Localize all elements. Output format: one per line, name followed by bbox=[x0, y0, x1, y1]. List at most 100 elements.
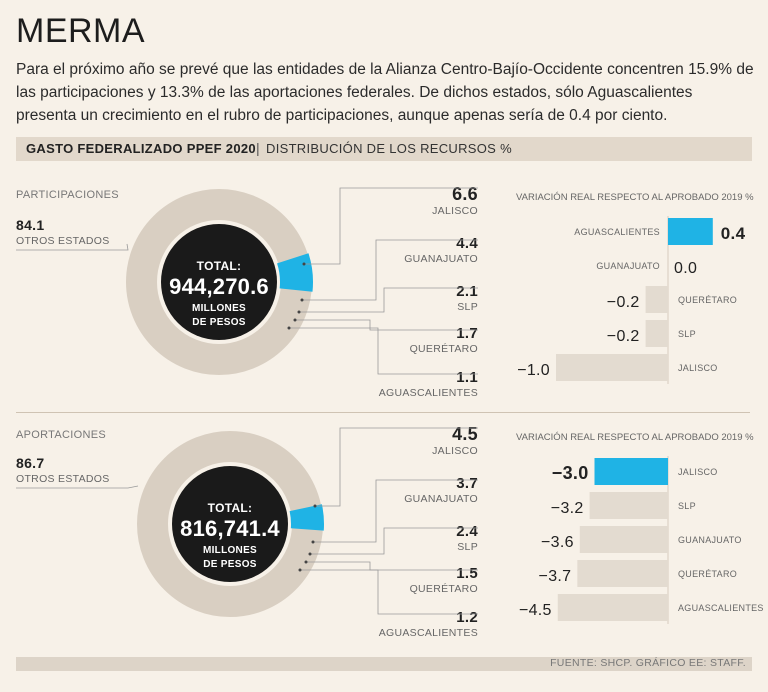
participaciones-slice-value-slp: 2.1 bbox=[456, 283, 478, 300]
aportaciones-leader-quertaro bbox=[306, 561, 478, 571]
aportaciones-bar-slp bbox=[589, 492, 668, 519]
aportaciones-leader-dot-quertaro bbox=[304, 560, 308, 564]
participaciones-total-label: TOTAL: bbox=[197, 259, 242, 273]
aportaciones-others-label: OTROS ESTADOS bbox=[16, 473, 110, 485]
participaciones-leader-quertaro bbox=[295, 319, 478, 331]
aportaciones-slice-value-jalisco: 4.5 bbox=[452, 424, 478, 444]
participaciones-slice-label-guanajuato: GUANAJUATO bbox=[404, 253, 478, 265]
participaciones-bar-jalisco bbox=[556, 354, 668, 381]
aportaciones-bar-aguascalientes bbox=[557, 594, 668, 621]
participaciones-center-circle bbox=[161, 224, 277, 340]
participaciones-leader-dot-jalisco bbox=[302, 262, 306, 266]
aportaciones-section-label: APORTACIONES bbox=[16, 429, 106, 441]
aportaciones-slice-value-guanajuato: 3.7 bbox=[456, 475, 478, 492]
aportaciones-leader-slp bbox=[310, 527, 478, 555]
aportaciones-bar-category-aguascalientes: AGUASCALIENTES bbox=[678, 603, 764, 613]
participaciones-slice-label-jalisco: JALISCO bbox=[432, 205, 478, 217]
participaciones-bars-title: VARIACIÓN REAL RESPECTO AL APROBADO 2019… bbox=[516, 192, 754, 203]
aportaciones-bar-value-slp: −3.2 bbox=[551, 500, 584, 517]
aportaciones-leader-dot-aguascalientes bbox=[298, 568, 302, 572]
participaciones-others-label: OTROS ESTADOS bbox=[16, 235, 110, 247]
aportaciones-leader-dot-jalisco bbox=[313, 504, 317, 508]
participaciones-leader-aguascalientes bbox=[289, 327, 478, 375]
aportaciones-total-label: TOTAL: bbox=[208, 501, 253, 515]
participaciones-others-value: 84.1 bbox=[16, 217, 44, 233]
participaciones-leader-slp bbox=[299, 287, 478, 313]
aportaciones-slice-label-jalisco: JALISCO bbox=[432, 445, 478, 457]
aportaciones-total-units-1: MILLONES bbox=[203, 545, 257, 556]
aportaciones-slice-label-aguascalientes: AGUASCALIENTES bbox=[379, 627, 478, 639]
header-main: GASTO FEDERALIZADO PPEF 2020 bbox=[26, 141, 256, 156]
footer-source: FUENTE: SHCP. GRÁFICO EE: STAFF. bbox=[550, 657, 746, 669]
participaciones-slice-value-guanajuato: 4.4 bbox=[456, 235, 478, 252]
participaciones-bar-slp bbox=[645, 320, 668, 347]
intro-paragraph: Para el próximo año se prevé que las ent… bbox=[16, 61, 754, 124]
aportaciones-others-leader bbox=[16, 485, 139, 489]
aportaciones-total-value: 816,741.4 bbox=[180, 516, 280, 541]
participaciones-bar-value-guanajuato: 0.0 bbox=[674, 260, 697, 277]
aportaciones-center-circle bbox=[172, 466, 288, 582]
participaciones-total-value: 944,270.6 bbox=[169, 274, 269, 299]
participaciones-slice-value-quertaro: 1.7 bbox=[456, 325, 478, 342]
aportaciones-leader-aguascalientes bbox=[300, 569, 478, 615]
aportaciones-leader-guanajuato bbox=[313, 479, 478, 543]
participaciones-bar-quertaro bbox=[645, 286, 668, 313]
aportaciones-total-units-2: DE PESOS bbox=[203, 559, 257, 570]
aportaciones-leader-dot-guanajuato bbox=[311, 540, 315, 544]
participaciones-leader-guanajuato bbox=[302, 239, 478, 301]
page-title: MERMA bbox=[16, 12, 146, 50]
aportaciones-slice-value-aguascalientes: 1.2 bbox=[456, 609, 478, 626]
participaciones-bar-category-jalisco: JALISCO bbox=[678, 363, 718, 373]
aportaciones-others-value: 86.7 bbox=[16, 455, 44, 471]
aportaciones-bar-value-jalisco: −3.0 bbox=[552, 463, 589, 483]
participaciones-leader-dot-aguascalientes bbox=[287, 326, 291, 330]
aportaciones-bar-quertaro bbox=[577, 560, 668, 587]
participaciones-slice-value-aguascalientes: 1.1 bbox=[456, 369, 478, 386]
participaciones-slice-label-aguascalientes: AGUASCALIENTES bbox=[379, 387, 478, 399]
participaciones-bar-category-aguascalientes: AGUASCALIENTES bbox=[574, 227, 660, 237]
participaciones-bar-value-aguascalientes: 0.4 bbox=[721, 224, 746, 243]
aportaciones-bars-title: VARIACIÓN REAL RESPECTO AL APROBADO 2019… bbox=[516, 432, 754, 443]
aportaciones-slice-label-slp: SLP bbox=[457, 541, 478, 553]
participaciones-others-leader bbox=[16, 243, 129, 251]
participaciones-slice-label-quertaro: QUERÉTARO bbox=[410, 342, 478, 355]
participaciones-bar-aguascalientes bbox=[668, 218, 713, 245]
aportaciones-leader-jalisco bbox=[315, 427, 478, 507]
participaciones-total-units-2: DE PESOS bbox=[192, 317, 246, 328]
section-header: GASTO FEDERALIZADO PPEF 2020 | DISTRIBUC… bbox=[16, 137, 752, 161]
aportaciones-bar-category-jalisco: JALISCO bbox=[678, 467, 718, 477]
aportaciones-slice-value-slp: 2.4 bbox=[456, 523, 478, 540]
aportaciones-bar-value-quertaro: −3.7 bbox=[539, 568, 572, 585]
aportaciones-bar-value-aguascalientes: −4.5 bbox=[519, 602, 552, 619]
participaciones-section-label: PARTICIPACIONES bbox=[16, 189, 119, 201]
participaciones-slice-label-slp: SLP bbox=[457, 301, 478, 313]
aportaciones-bar-guanajuato bbox=[579, 526, 668, 553]
aportaciones-slice-value-quertaro: 1.5 bbox=[456, 565, 478, 582]
header-sub: DISTRIBUCIÓN DE LOS RECURSOS % bbox=[266, 141, 512, 156]
section-divider bbox=[16, 412, 750, 413]
aportaciones-slice-jalisco bbox=[289, 504, 324, 531]
header-separator: | bbox=[256, 140, 260, 156]
participaciones-slice-value-jalisco: 6.6 bbox=[452, 184, 478, 204]
participaciones-bar-value-jalisco: −1.0 bbox=[517, 362, 550, 379]
aportaciones-bar-category-quertaro: QUERÉTARO bbox=[678, 569, 737, 579]
participaciones-leader-dot-quertaro bbox=[293, 318, 297, 322]
aportaciones-slice-label-guanajuato: GUANAJUATO bbox=[404, 493, 478, 505]
participaciones-bar-category-quertaro: QUERÉTARO bbox=[678, 295, 737, 305]
aportaciones-bar-jalisco bbox=[594, 458, 668, 485]
aportaciones-bar-value-guanajuato: −3.6 bbox=[541, 534, 574, 551]
participaciones-leader-dot-slp bbox=[297, 310, 301, 314]
aportaciones-bar-category-slp: SLP bbox=[678, 501, 696, 511]
participaciones-leader-dot-guanajuato bbox=[300, 298, 304, 302]
footer-bar: FUENTE: SHCP. GRÁFICO EE: STAFF. bbox=[16, 657, 752, 671]
participaciones-bar-value-quertaro: −0.2 bbox=[607, 294, 640, 311]
aportaciones-leader-dot-slp bbox=[308, 552, 312, 556]
participaciones-bar-value-slp: −0.2 bbox=[607, 328, 640, 345]
participaciones-total-units-1: MILLONES bbox=[192, 303, 246, 314]
participaciones-leader-jalisco bbox=[304, 187, 478, 265]
participaciones-bar-category-slp: SLP bbox=[678, 329, 696, 339]
aportaciones-bar-category-guanajuato: GUANAJUATO bbox=[678, 535, 742, 545]
participaciones-bar-category-guanajuato: GUANAJUATO bbox=[596, 261, 660, 271]
aportaciones-slice-label-quertaro: QUERÉTARO bbox=[410, 582, 478, 595]
